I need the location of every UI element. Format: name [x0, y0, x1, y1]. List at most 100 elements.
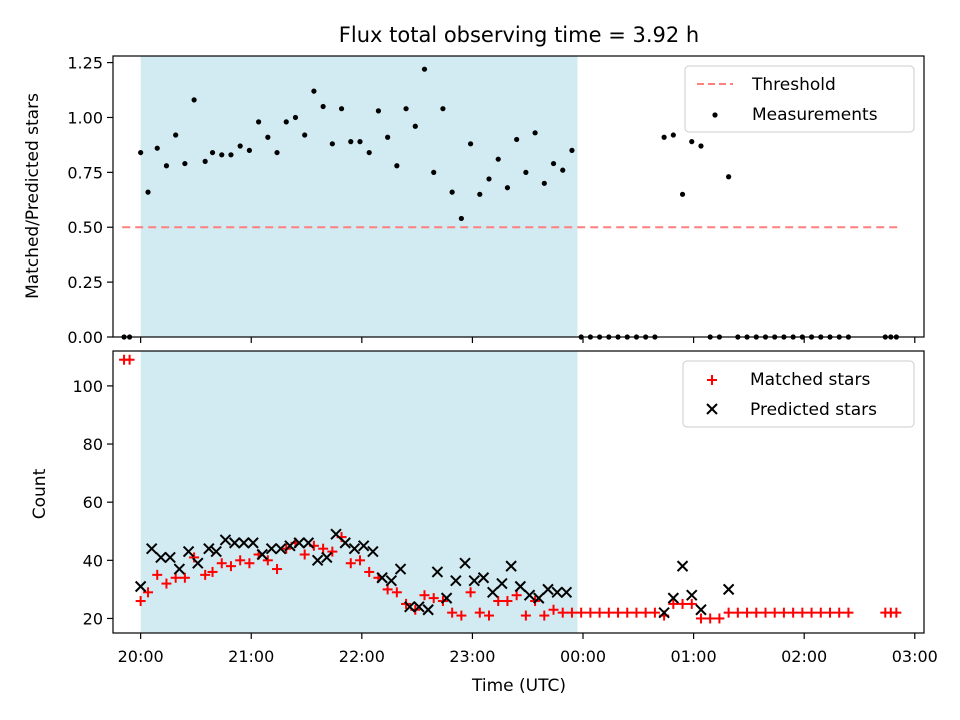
measurement-point	[679, 191, 686, 197]
predicted-stars-point	[422, 604, 434, 616]
bottom-panel: 20 40 60 80 100 20:00 21:00 22:00 23:00 00:00 01:…	[30, 350, 938, 696]
matched-stars-point	[207, 566, 218, 577]
matched-stars-point	[824, 607, 835, 618]
matched-stars-point	[548, 604, 559, 615]
matched-stars-point	[484, 610, 495, 621]
matched-stars-point	[161, 578, 172, 589]
measurement-point	[145, 189, 151, 195]
measurement-point	[560, 167, 566, 173]
bottom-x-axis: 20:00 21:00 22:00 23:00 00:00 01:00 02:00 03:00	[118, 633, 938, 666]
y-tick-label: 0.00	[67, 328, 103, 347]
predicted-stars-point	[284, 540, 296, 552]
measurement-point	[302, 132, 308, 138]
bottom-legend-box	[682, 360, 915, 428]
matched-stars-point	[474, 607, 485, 618]
matched-stars-point	[216, 558, 227, 569]
predicted-stars-point	[431, 566, 444, 578]
measurement-point	[274, 149, 280, 156]
predicted-stars-point	[413, 601, 425, 613]
matched-stars-point	[797, 607, 808, 618]
predicted-stars-point	[173, 563, 186, 575]
matched-stars-point	[631, 607, 642, 618]
matched-stars-point	[262, 555, 273, 566]
measurement-point	[661, 134, 667, 140]
measurement-point	[550, 160, 557, 167]
matched-stars-point	[447, 607, 458, 618]
measurement-point	[458, 215, 464, 222]
measurement-point	[504, 185, 511, 191]
x-axis-label: Time (UTC)	[471, 676, 566, 696]
measurement-point	[191, 97, 197, 103]
predicted-stars-point	[394, 563, 407, 575]
x-tick-label: 23:00	[449, 647, 495, 666]
bottom-y-axis-label: Count	[30, 468, 50, 519]
legend-measurements-label: Measurements	[752, 105, 878, 125]
y-tick-label: 1.00	[67, 108, 103, 127]
top-panel-title: Flux total observing time = 3.92 h	[339, 23, 699, 47]
legend-predicted-label: Predicted stars	[750, 400, 877, 420]
measurement-point	[163, 163, 170, 169]
predicted-stars-point	[203, 542, 215, 555]
measurement-point	[403, 106, 409, 112]
measurement-point	[246, 147, 252, 153]
matched-stars-point	[382, 584, 393, 595]
matched-stars-point	[769, 607, 780, 618]
predicted-stars-point	[496, 577, 508, 590]
predicted-stars-point	[385, 574, 398, 587]
predicted-stars-point	[357, 540, 370, 552]
predicted-stars-point	[450, 574, 462, 587]
matched-stars-point	[576, 607, 587, 618]
matched-stars-point	[225, 561, 236, 572]
measurement-point	[385, 134, 391, 140]
predicted-stars-point	[514, 580, 527, 593]
bottom-y-axis: 20 40 60 80 100	[72, 377, 113, 628]
legend-predicted-swatch	[706, 403, 718, 415]
bottom-observing-window	[140, 351, 578, 633]
top-legend: Threshold Measurements	[684, 65, 915, 133]
matched-stars-point	[557, 607, 568, 618]
matched-stars-point	[511, 590, 522, 601]
matched-stars-point	[143, 587, 154, 598]
measurement-point	[138, 149, 144, 156]
predicted-stars-point	[486, 586, 499, 599]
measurement-point	[320, 103, 326, 110]
matched-stars-point	[299, 549, 310, 560]
top-observing-window	[140, 56, 578, 337]
predicted-stars-point	[523, 589, 536, 601]
matched-stars-point	[668, 598, 679, 609]
observing-window-band	[140, 351, 578, 633]
top-panel: Flux total observing time = 3.92 h 0.000…	[23, 23, 925, 347]
matched-stars-point	[235, 555, 246, 566]
matched-stars-point	[649, 607, 660, 618]
matched-stars-point	[539, 610, 550, 621]
matched-stars-point	[364, 566, 375, 577]
measurement-point	[467, 141, 474, 147]
measurement-point	[292, 114, 299, 121]
predicted-stars-point	[210, 545, 222, 558]
matched-stars-point	[760, 607, 771, 618]
measurement-point	[726, 174, 732, 180]
predicted-stars-point	[348, 542, 361, 555]
matched-stars-point	[179, 572, 190, 583]
measurement-point	[541, 180, 547, 186]
matched-stars-point	[705, 613, 716, 624]
matched-stars-point	[778, 607, 789, 618]
matched-stars-point	[585, 607, 596, 618]
matched-stars-point	[815, 607, 826, 618]
measurement-point	[329, 141, 335, 147]
top-x-ticks	[140, 337, 916, 343]
matched-stars-point	[677, 598, 688, 609]
matched-stars-point	[640, 607, 651, 618]
bottom-legend: Matched stars Predicted stars	[682, 360, 915, 428]
measurement-point	[209, 149, 216, 156]
measurement-point	[228, 152, 234, 158]
measurement-point	[431, 169, 437, 175]
predicted-stars-point	[468, 574, 480, 587]
predicted-stars-point	[376, 572, 388, 584]
measurement-point	[256, 119, 262, 125]
predicted-stars-point	[686, 589, 698, 601]
predicted-stars-point	[164, 551, 176, 564]
matched-stars-point	[751, 607, 762, 618]
matched-stars-point	[135, 596, 146, 607]
matched-stars-point	[200, 569, 211, 580]
